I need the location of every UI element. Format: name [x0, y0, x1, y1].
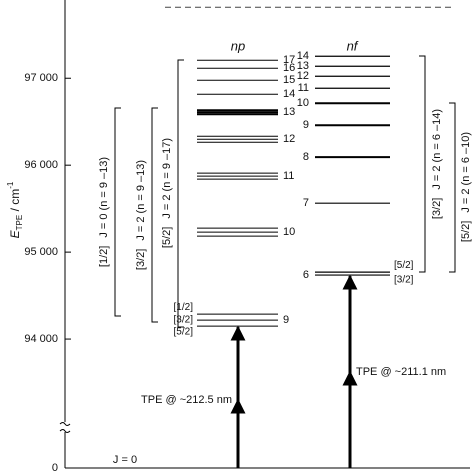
- bracket-core: [1/2]: [98, 246, 110, 267]
- level-label: 8: [303, 151, 309, 163]
- sublevel-label: [5/2]: [394, 260, 414, 271]
- level-label: 13: [297, 60, 309, 72]
- level-label: 10: [297, 97, 309, 109]
- sublevel-label: [1/2]: [174, 302, 194, 313]
- bracket: [151, 107, 158, 323]
- sublevel-label: [3/2]: [394, 275, 414, 286]
- level-label: 14: [297, 50, 309, 62]
- level-label: 11: [283, 170, 294, 182]
- level-label: 6: [303, 269, 309, 281]
- bracket-text: J = 2 (n = 9 –13): [135, 160, 147, 241]
- ground-label: J = 0: [113, 454, 137, 466]
- bracket-core: [3/2]: [431, 198, 443, 219]
- bracket-core: [5/2]: [161, 227, 173, 248]
- level-label: 9: [303, 119, 309, 131]
- bracket-label: [3/2] J = 2 (n = 9 –13): [135, 160, 147, 270]
- level-label: 12: [297, 70, 309, 82]
- bracket-text: J = 2 (n = 9 –17): [161, 138, 173, 219]
- y-label-unit: / cm: [8, 189, 22, 215]
- bracket-text: J = 2 (n = 6 –14): [431, 109, 443, 190]
- y-tick-label: 97 000: [24, 72, 58, 84]
- bracket-label: [5/2] J = 2 (n = 6 –10): [460, 132, 472, 242]
- y-label-subscript: TPE: [15, 215, 24, 231]
- y-axis-label: ETPE / cm-1: [6, 181, 24, 238]
- excitation-label: TPE @ ~212.5 nm: [141, 394, 232, 406]
- level-label: 12: [283, 133, 295, 145]
- bracket-core: [5/2]: [460, 221, 472, 242]
- bracket-label: [1/2] J = 0 (n = 9 –13): [98, 157, 110, 267]
- level-label: 17: [283, 54, 295, 66]
- level-label: 16: [283, 62, 295, 74]
- level-label: 7: [303, 197, 309, 209]
- bracket-label: [5/2] J = 2 (n = 9 –17): [161, 138, 173, 248]
- axis-break: [59, 422, 71, 433]
- bracket-text: J = 0 (n = 9 –13): [98, 157, 110, 238]
- level-label: 14: [283, 88, 295, 100]
- bracket: [177, 59, 184, 328]
- excitation-label: TPE @ ~211.1 nm: [356, 366, 446, 378]
- bracket-core: [3/2]: [135, 249, 147, 270]
- series-name: np: [231, 38, 245, 53]
- bracket: [419, 55, 426, 273]
- y-tick-label: 94 000: [24, 333, 58, 345]
- y-tick-label: 96 000: [24, 159, 58, 171]
- sublevel-label: [3/2]: [174, 315, 194, 326]
- level-label: 9: [283, 314, 289, 326]
- series-name: nf: [347, 38, 359, 53]
- y-label-superscript: -1: [6, 181, 15, 189]
- bracket: [449, 102, 456, 273]
- level-label: 11: [298, 82, 309, 94]
- level-label: 10: [283, 226, 295, 238]
- y-label-symbol: E: [8, 229, 22, 238]
- bracket-text: J = 2 (n = 6 –10): [460, 132, 472, 213]
- y-tick-label: 0: [52, 462, 58, 474]
- level-label: 15: [283, 74, 295, 86]
- bracket: [114, 107, 121, 317]
- level-label: 13: [283, 106, 295, 118]
- sublevel-label: [5/2]: [174, 327, 194, 338]
- y-tick-label: 95 000: [24, 246, 58, 258]
- bracket-label: [3/2] J = 2 (n = 6 –14): [431, 109, 443, 219]
